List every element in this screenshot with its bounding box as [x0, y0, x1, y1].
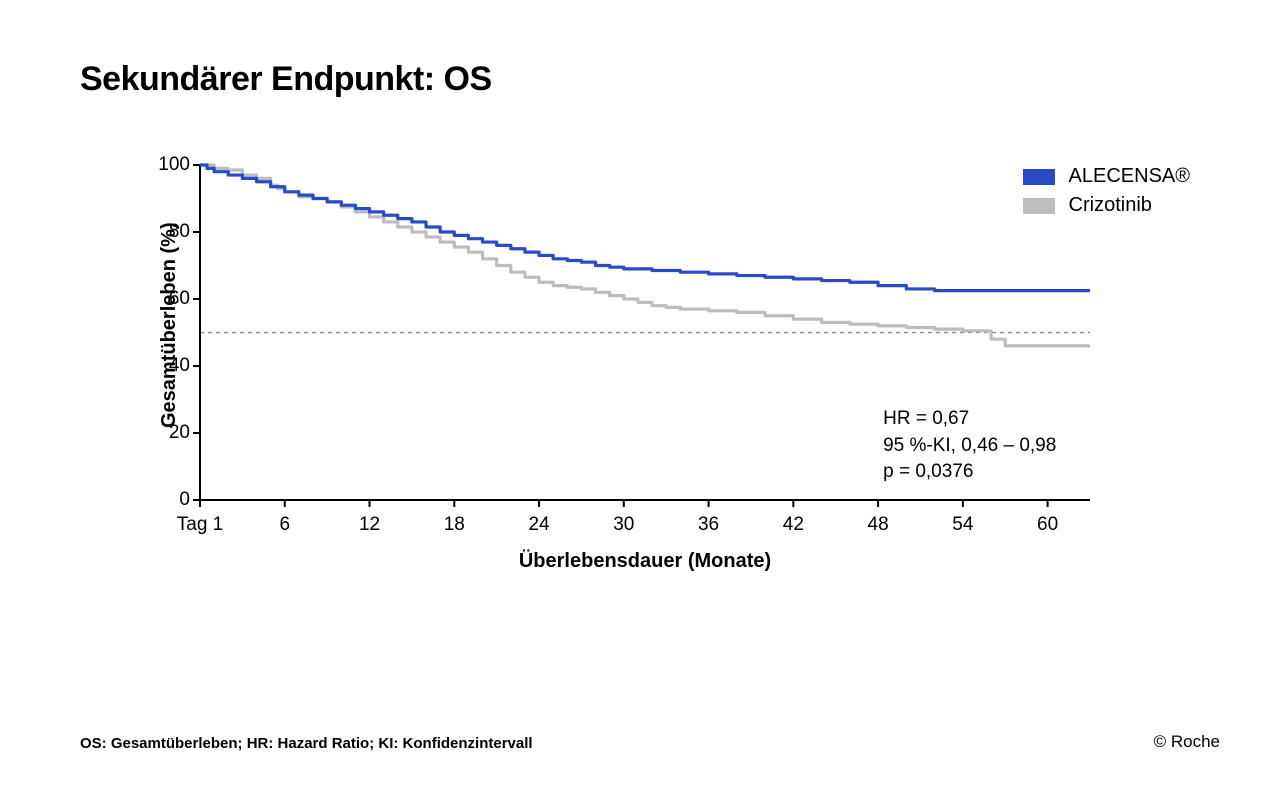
x-tick-label: 36 [698, 514, 719, 536]
statistics-box: HR = 0,67 95 %-KI, 0,46 – 0,98 p = 0,037… [883, 406, 1056, 486]
chart-legend: ALECENSA® Crizotinib [1023, 165, 1190, 223]
y-tick-label: 60 [140, 288, 190, 310]
y-axis-label: Gesamtüberleben (%) [158, 222, 181, 428]
x-tick-label: 42 [783, 514, 804, 536]
legend-label: ALECENSA® [1069, 165, 1190, 188]
x-tick-label: 48 [868, 514, 889, 536]
x-tick-label: 60 [1037, 514, 1058, 536]
chart-container: Gesamtüberleben (%) Überlebensdauer (Mon… [100, 160, 1180, 640]
legend-item-crizotinib: Crizotinib [1023, 194, 1190, 217]
x-tick-label: 6 [279, 514, 290, 536]
hr-value: HR = 0,67 [883, 406, 1056, 433]
legend-item-alecensa: ALECENSA® [1023, 165, 1190, 188]
chart-title: Sekundärer Endpunkt: OS [80, 60, 492, 99]
ci-value: 95 %-KI, 0,46 – 0,98 [883, 433, 1056, 460]
y-tick-label: 80 [140, 221, 190, 243]
legend-swatch [1023, 169, 1055, 185]
x-axis-label: Überlebensdauer (Monate) [519, 550, 771, 573]
x-tick-label: 12 [359, 514, 380, 536]
y-tick-label: 40 [140, 355, 190, 377]
copyright-notice: © Roche [1154, 732, 1220, 752]
x-tick-label: Tag 1 [177, 514, 223, 536]
x-tick-label: 18 [444, 514, 465, 536]
x-tick-label: 30 [613, 514, 634, 536]
y-tick-label: 100 [140, 154, 190, 176]
x-tick-label: 54 [952, 514, 973, 536]
legend-swatch [1023, 198, 1055, 214]
p-value: p = 0,0376 [883, 459, 1056, 486]
y-tick-label: 20 [140, 422, 190, 444]
x-tick-label: 24 [528, 514, 549, 536]
y-tick-label: 0 [140, 489, 190, 511]
abbreviations-footnote: OS: Gesamtüberleben; HR: Hazard Ratio; K… [80, 735, 533, 752]
legend-label: Crizotinib [1069, 194, 1152, 217]
